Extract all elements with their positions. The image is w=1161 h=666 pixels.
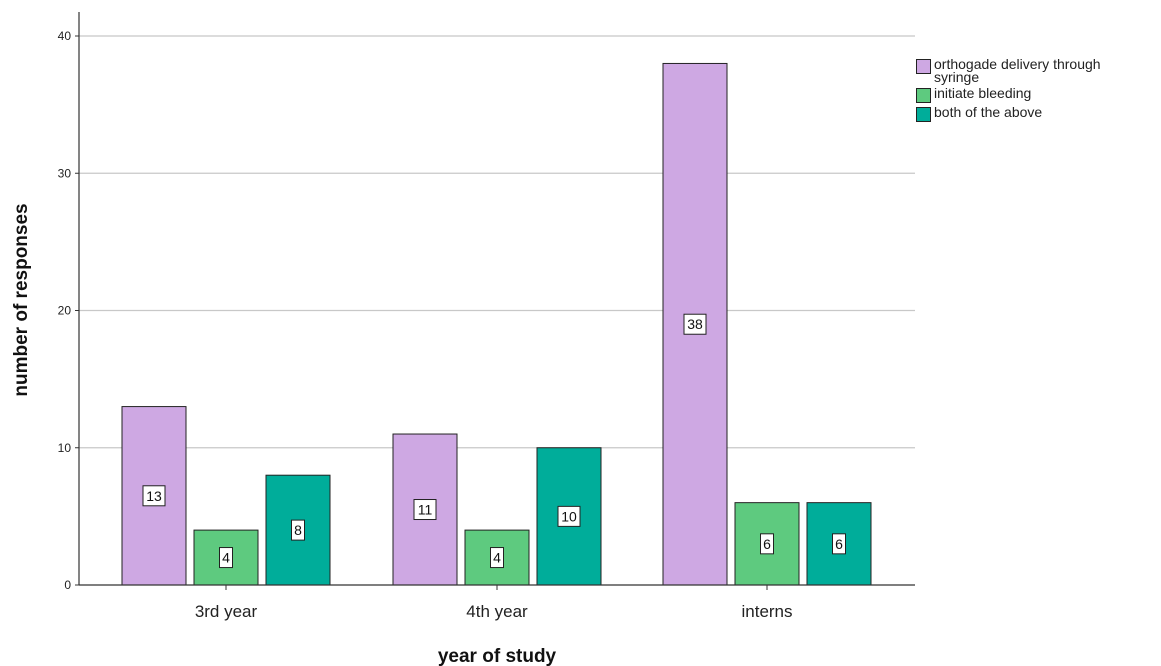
data-label: 8 <box>294 522 302 538</box>
data-label-box <box>490 547 504 569</box>
y-tick-label: 40 <box>58 29 72 43</box>
y-tick-label: 30 <box>58 166 72 180</box>
data-label-box <box>413 499 437 521</box>
x-tick-label: 3rd year <box>195 602 258 621</box>
legend-item: both of the above <box>916 104 1156 122</box>
data-label-box <box>557 505 581 527</box>
legend-swatch <box>916 88 931 103</box>
legend-item: orthogade delivery through syringe <box>916 56 1156 85</box>
data-label-box <box>219 547 233 569</box>
bars <box>121 62 872 586</box>
y-tick-label: 10 <box>58 441 72 455</box>
legend-swatch <box>916 59 931 74</box>
gridlines <box>79 35 915 449</box>
y-axis-title: number of responses <box>11 203 32 396</box>
data-label: 11 <box>418 502 433 518</box>
legend-label: initiate bleeding <box>934 85 1032 101</box>
data-label: 10 <box>561 508 577 524</box>
data-label-box <box>760 533 774 555</box>
data-label-box <box>291 519 305 541</box>
legend-swatch <box>916 107 931 122</box>
x-tick-label: 4th year <box>466 602 528 621</box>
legend: orthogade delivery through syringe initi… <box>916 56 1156 125</box>
x-axis-title: year of study <box>438 646 557 666</box>
legend-item: initiate bleeding <box>916 85 1156 103</box>
axes <box>75 12 915 590</box>
data-label-box <box>683 313 707 335</box>
y-tick-label: 20 <box>58 304 72 318</box>
legend-label: both of the above <box>934 104 1043 120</box>
y-tick-label: 0 <box>64 578 71 592</box>
data-label-box <box>832 533 846 555</box>
x-tick-label: interns <box>741 602 792 621</box>
legend-label: orthogade delivery through syringe <box>934 56 1101 85</box>
data-label: 6 <box>763 536 771 552</box>
x-tick-labels: 3rd year 4th year interns <box>195 602 793 621</box>
data-label: 4 <box>493 550 501 566</box>
y-tick-labels: 0 10 20 30 40 <box>58 29 72 592</box>
data-label: 38 <box>687 316 703 332</box>
data-label: 6 <box>835 536 843 552</box>
data-label-box <box>142 485 166 507</box>
data-label: 4 <box>222 550 230 566</box>
data-label: 13 <box>146 488 162 504</box>
